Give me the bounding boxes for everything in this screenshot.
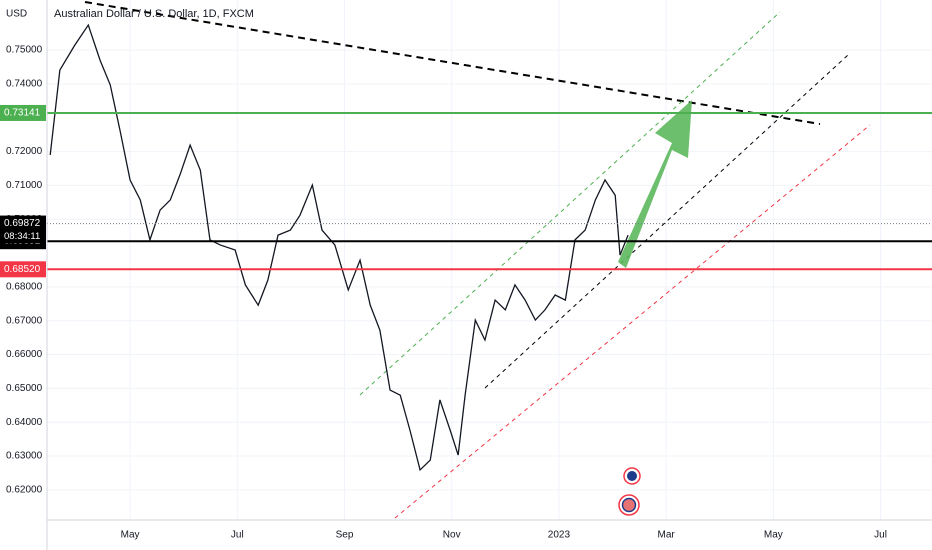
y-tick-label: 0.71000 [6, 180, 43, 191]
price-tag [0, 261, 46, 278]
channel-middle [484, 54, 849, 389]
x-tick-label: 2023 [548, 530, 571, 541]
x-tick-label: Sep [336, 530, 354, 541]
x-tick-label: Jul [231, 530, 244, 541]
axis-labels: 0.62000 0.63000 0.64000 0.65000 0.66000 0.670… [0, 45, 887, 541]
x-tick-label: Jul [874, 530, 887, 541]
us-flag [621, 497, 637, 513]
channel-upper [359, 11, 781, 396]
y-tick-label: 0.65000 [6, 383, 43, 394]
y-tick-label: 0.75000 [6, 45, 43, 56]
countdown: 08:34:11 [4, 231, 40, 242]
x-tick-label: May [121, 530, 140, 541]
chart-title: Australian Dollar / U.S. Dollar, 1D, FXC… [54, 8, 254, 20]
projection-arrow [618, 100, 692, 268]
y-tick-label: 0.64000 [6, 417, 43, 428]
plot [47, 23, 932, 472]
price-tag-label: 0.68520 [4, 264, 41, 275]
y-unit: USD [6, 9, 27, 20]
y-tick-label: 0.68000 [6, 282, 43, 293]
x-tick-label: Mar [658, 530, 676, 541]
drawings [84, 1, 871, 519]
y-tick-label: 0.74000 [6, 79, 43, 90]
y-tick-label: 0.66000 [6, 349, 43, 360]
y-tick-label: 0.67000 [6, 315, 43, 326]
resistance-trendline [84, 1, 821, 125]
y-tick-label: 0.72000 [6, 146, 43, 157]
au-flag [627, 471, 637, 481]
y-tick-label: 0.63000 [6, 451, 43, 462]
x-tick-label: May [764, 530, 783, 541]
price-tag [0, 104, 46, 121]
last-price-tag [0, 215, 46, 244]
y-tick-label: 0.62000 [6, 485, 43, 496]
price-tag-label: 0.73141 [4, 108, 41, 119]
x-tick-label: Nov [443, 530, 461, 541]
channel-lower [394, 124, 871, 519]
last-price-label: 0.69872 [4, 218, 41, 229]
price-line [49, 23, 629, 472]
